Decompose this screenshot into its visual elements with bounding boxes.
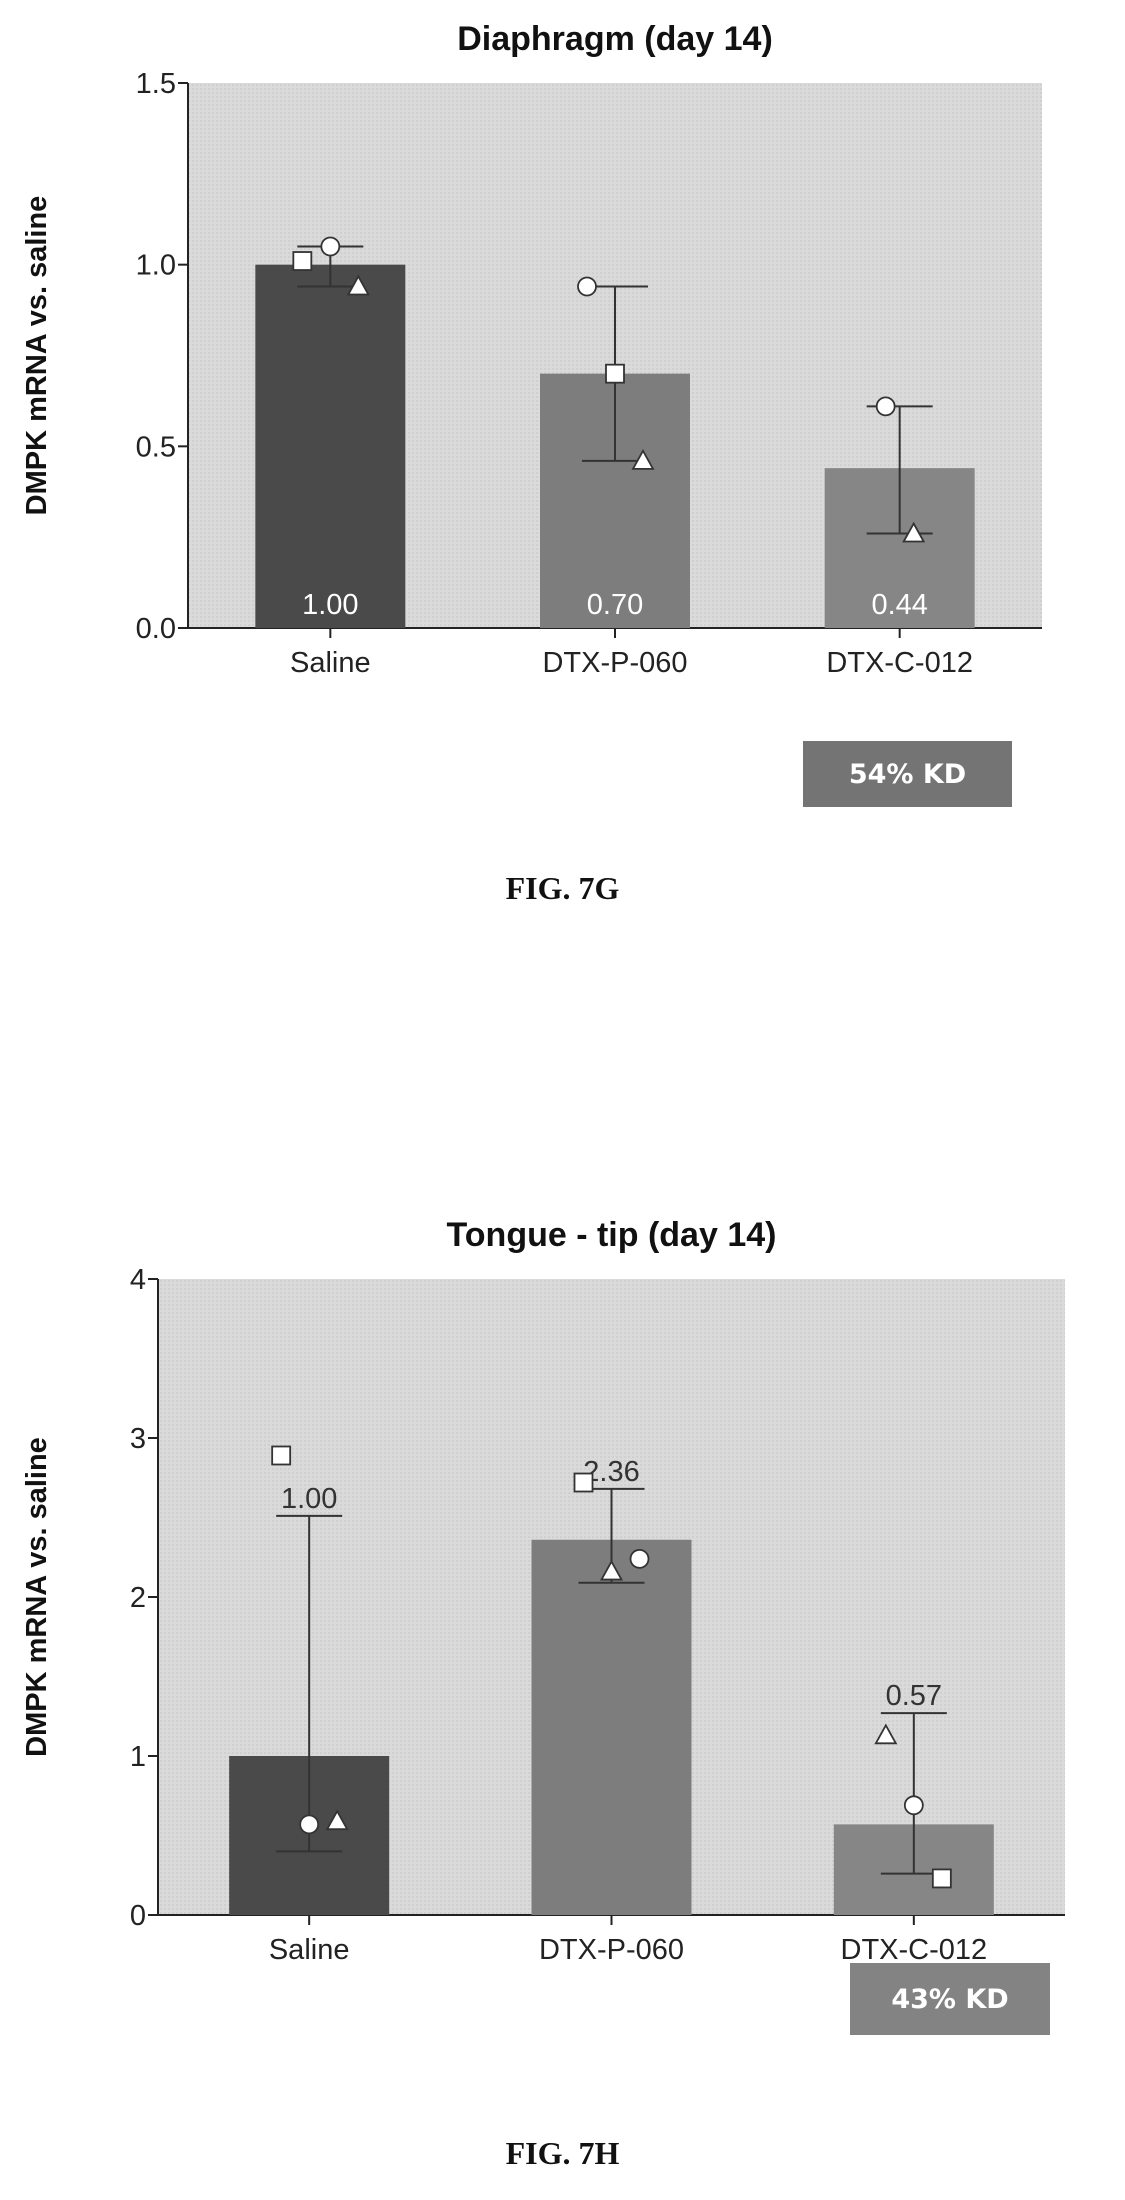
- tongue-tip-chart: Tongue - tip (day 14) DMPK mRNA vs. salin…: [21, 1216, 1065, 1966]
- data-point-triangle: [346, 274, 370, 296]
- data-label: 1.00: [302, 589, 358, 621]
- data-point-circle: [903, 1795, 924, 1816]
- data-point-circle: [577, 276, 597, 297]
- y-tick-label: 1.0: [136, 250, 176, 282]
- y-tick-label: 1: [130, 1741, 146, 1773]
- x-tick-label: DTX-C-012: [826, 647, 973, 679]
- chart-title: Diaphragm (day 14): [457, 20, 773, 58]
- data-point-triangle: [874, 1723, 898, 1745]
- y-tick-label: 0.0: [136, 613, 176, 645]
- y-tick-label: 1.5: [136, 68, 176, 100]
- bar: [531, 1539, 692, 1915]
- data-point-square: [292, 251, 313, 271]
- y-tick-label: 0.5: [136, 431, 176, 463]
- data-point-triangle: [599, 1559, 624, 1581]
- data-point-triangle: [631, 449, 655, 470]
- x-tick-label: Saline: [269, 1934, 350, 1966]
- figure-label: FIG. 7H: [505, 2135, 620, 2171]
- y-tick-label: 0: [130, 1900, 146, 1932]
- data-point-square: [573, 1472, 594, 1493]
- data-point-circle: [299, 1814, 320, 1835]
- y-axis-label: DMPK mRNA vs. saline: [21, 196, 53, 516]
- data-label: 0.70: [587, 589, 643, 621]
- data-point-circle: [875, 396, 896, 417]
- x-tick-label: DTX-C-012: [841, 1934, 988, 1966]
- figure-label: FIG. 7G: [505, 870, 620, 906]
- knockdown-badge: 43% KD: [850, 1963, 1050, 2035]
- x-tick-label: DTX-P-060: [539, 1934, 684, 1966]
- data-point-square: [931, 1868, 952, 1889]
- y-tick-label: 4: [130, 1264, 146, 1296]
- data-point-square: [605, 363, 625, 384]
- y-tick-label: 2: [130, 1582, 146, 1614]
- data-label: 0.57: [886, 1680, 942, 1712]
- chart-title: Tongue - tip (day 14): [447, 1216, 777, 1254]
- y-tick-label: 3: [130, 1423, 146, 1455]
- data-point-triangle: [902, 521, 926, 543]
- x-tick-label: DTX-P-060: [542, 647, 687, 679]
- diaphragm-chart: Diaphragm (day 14) DMPK mRNA vs. saline 0.…: [21, 20, 1042, 679]
- x-tick-label: Saline: [290, 647, 371, 679]
- y-axis-label: DMPK mRNA vs. saline: [21, 1437, 53, 1757]
- bar: [255, 264, 406, 628]
- data-point-triangle: [325, 1809, 349, 1831]
- knockdown-badge: 54% KD: [803, 741, 1012, 807]
- data-point-circle: [320, 236, 341, 257]
- data-label: 1.00: [281, 1483, 337, 1515]
- data-point-square: [271, 1445, 292, 1466]
- data-point-circle: [629, 1548, 650, 1569]
- data-label: 0.44: [871, 589, 927, 621]
